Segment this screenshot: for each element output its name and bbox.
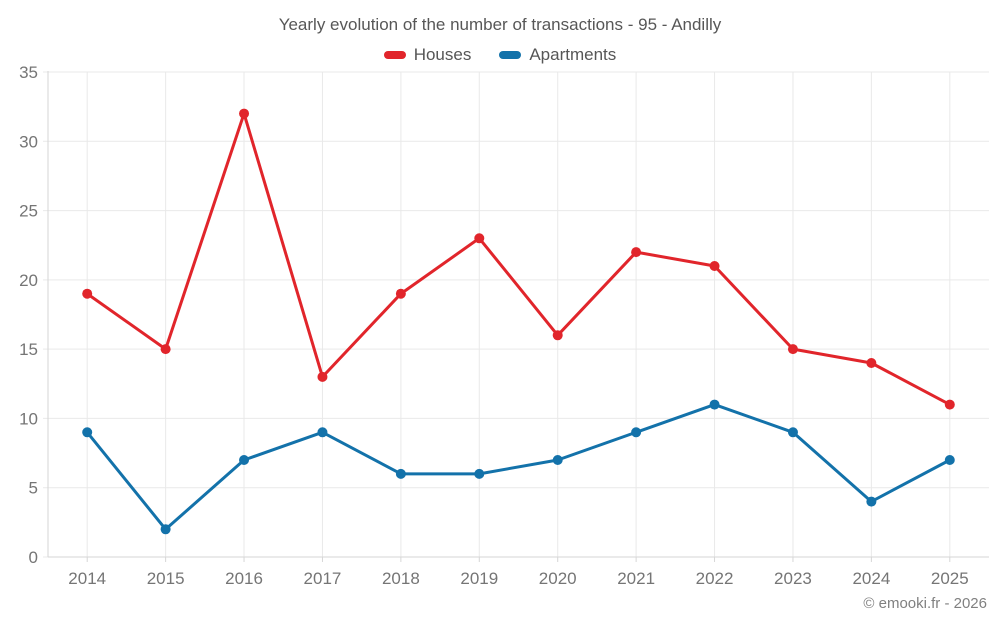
x-tick-label: 2022 [696, 569, 734, 588]
x-tick-label: 2024 [852, 569, 890, 588]
y-tick-label: 5 [29, 479, 38, 498]
apartments-data-point[interactable] [552, 455, 563, 465]
houses-data-point[interactable] [709, 261, 720, 271]
y-tick-label: 10 [19, 409, 38, 428]
x-tick-label: 2020 [539, 569, 577, 588]
houses-data-point[interactable] [474, 233, 485, 244]
houses-data-point[interactable] [160, 344, 171, 355]
houses-data-point[interactable] [552, 330, 563, 341]
apartments-data-point[interactable] [82, 427, 93, 438]
apartments-data-point[interactable] [787, 427, 798, 438]
x-tick-label: 2016 [225, 569, 263, 588]
y-tick-label: 20 [19, 271, 38, 290]
houses-data-point[interactable] [82, 288, 93, 299]
x-tick-label: 2019 [460, 569, 498, 588]
x-tick-label: 2015 [147, 569, 185, 588]
legend-item-houses[interactable]: Houses [383, 45, 472, 65]
y-tick-label: 35 [19, 63, 38, 82]
apartments-data-point[interactable] [160, 524, 171, 535]
apartments-line [85, 403, 952, 531]
apartments-data-point[interactable] [317, 427, 328, 438]
houses-data-point[interactable] [631, 247, 642, 258]
copyright: © emooki.fr - 2026 [863, 595, 987, 612]
x-tick-label: 2018 [382, 569, 420, 588]
legend: Houses Apartments [0, 45, 1000, 65]
y-tick-label: 30 [19, 132, 38, 151]
x-tick-label: 2021 [617, 569, 655, 588]
apartments-data-point[interactable] [709, 399, 720, 410]
houses-line [85, 112, 952, 407]
x-tick-label: 2014 [68, 569, 106, 588]
houses-data-point[interactable] [395, 288, 406, 299]
apartments-data-point[interactable] [395, 468, 406, 479]
x-tick-label: 2023 [774, 569, 812, 588]
apartments-data-point[interactable] [239, 455, 250, 465]
houses-series-swatch-icon [383, 51, 406, 59]
houses-data-point[interactable] [787, 344, 798, 355]
x-tick-label: 2025 [931, 569, 969, 588]
apartments-data-point[interactable] [631, 427, 642, 438]
apartments-data-point[interactable] [474, 468, 485, 479]
apartments-data-point[interactable] [866, 496, 877, 507]
y-tick-label: 25 [19, 202, 38, 221]
legend-item-apartments[interactable]: Apartments [499, 45, 616, 65]
chart-title: Yearly evolution of the number of transa… [278, 15, 722, 34]
legend-label-apartments: Apartments [529, 45, 617, 64]
legend-label-houses: Houses [413, 45, 472, 64]
apartments-series-swatch-icon [499, 51, 522, 59]
houses-data-point[interactable] [239, 108, 250, 119]
y-tick-label: 15 [19, 340, 38, 359]
houses-data-point[interactable] [944, 399, 955, 410]
x-tick-label: 2017 [304, 569, 342, 588]
houses-data-point[interactable] [317, 371, 328, 382]
y-tick-label: 0 [29, 548, 38, 567]
houses-data-point[interactable] [866, 358, 877, 368]
apartments-data-point[interactable] [944, 455, 955, 465]
